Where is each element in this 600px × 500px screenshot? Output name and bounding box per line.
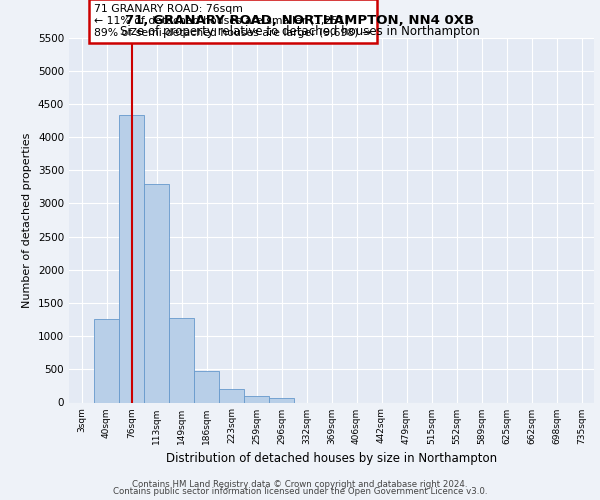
Bar xyxy=(144,184,169,402)
Bar xyxy=(219,388,244,402)
Y-axis label: Number of detached properties: Number of detached properties xyxy=(22,132,32,308)
Text: Contains public sector information licensed under the Open Government Licence v3: Contains public sector information licen… xyxy=(113,488,487,496)
Text: 71, GRANARY ROAD, NORTHAMPTON, NN4 0XB: 71, GRANARY ROAD, NORTHAMPTON, NN4 0XB xyxy=(125,14,475,27)
X-axis label: Distribution of detached houses by size in Northampton: Distribution of detached houses by size … xyxy=(166,452,497,465)
Bar xyxy=(244,396,269,402)
Text: 71 GRANARY ROAD: 76sqm
← 11% of detached houses are smaller (1,251)
89% of semi-: 71 GRANARY ROAD: 76sqm ← 11% of detached… xyxy=(94,4,371,38)
Text: Contains HM Land Registry data © Crown copyright and database right 2024.: Contains HM Land Registry data © Crown c… xyxy=(132,480,468,489)
Bar xyxy=(119,115,144,403)
Bar xyxy=(269,398,294,402)
Text: Size of property relative to detached houses in Northampton: Size of property relative to detached ho… xyxy=(120,25,480,38)
Bar xyxy=(169,318,194,402)
Bar xyxy=(194,370,219,402)
Bar xyxy=(94,319,119,402)
